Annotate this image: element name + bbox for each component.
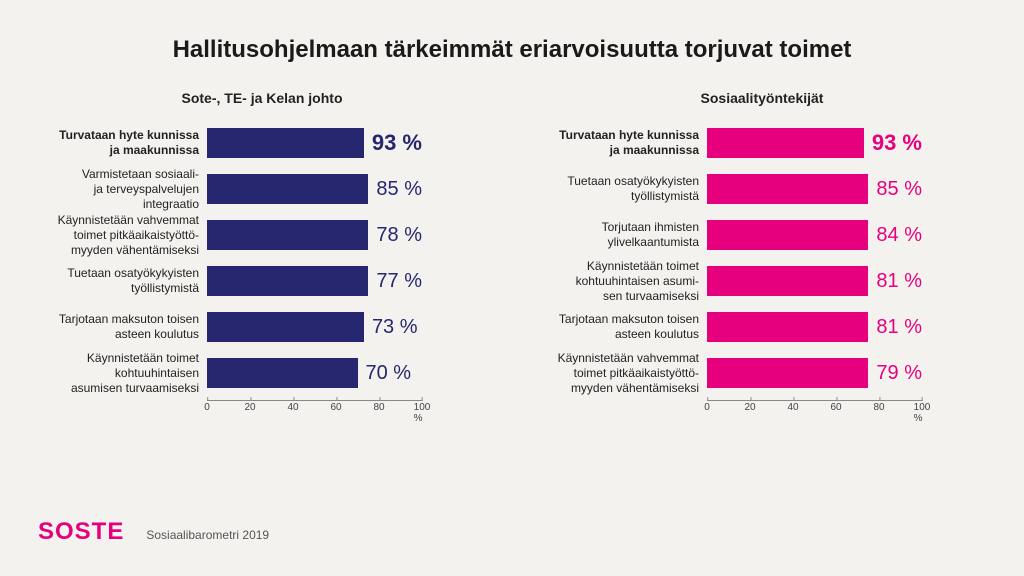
bar-label: Varmistetaan sosiaali-ja terveyspalveluj… [42,167,207,212]
bar [707,128,864,158]
bar-label: Turvataan hyte kunnissaja maakunnissa [42,128,207,158]
bar-label: Tuetaan osatyökykyistentyöllistymistä [42,266,207,296]
bar-value: 85 % [376,178,422,201]
soste-logo: SOSTE [38,518,124,546]
bar-label: Tarjotaan maksuton toisenasteen koulutus [42,312,207,342]
bar [207,220,368,250]
bar-label: Käynnistetään toimetkohtuuhintaisen asum… [542,259,707,304]
bar-value: 78 % [376,224,422,247]
bar [707,358,868,388]
bar-value: 79 % [876,362,922,385]
bar-value: 81 % [876,270,922,293]
bar-row: Varmistetaan sosiaali-ja terveyspalveluj… [42,166,482,212]
bar-area: 70 % [207,350,422,396]
bar [207,174,368,204]
bar-row: Turvataan hyte kunnissaja maakunnissa 93 … [42,120,482,166]
bar-row: Torjutaan ihmistenylivelkaantumista 84 % [542,212,982,258]
bar-row: Käynnistetään vahvemmattoimet pitkäaikai… [42,212,482,258]
bar-area: 78 % [207,212,422,258]
bar-value: 81 % [876,316,922,339]
bar [207,358,358,388]
bar-value: 77 % [376,270,422,293]
bar-row: Tarjotaan maksuton toisenasteen koulutus… [42,304,482,350]
bar-value: 73 % [372,316,418,339]
axis-tick: 100 % [914,397,931,424]
axis-tick: 60 [830,397,841,413]
bar-label: Käynnistetään vahvemmattoimet pitkäaikai… [542,351,707,396]
bar [707,220,868,250]
bar-row: Tuetaan osatyökykyistentyöllistymistä 77 … [42,258,482,304]
bar-value: 84 % [876,224,922,247]
bar-area: 93 % [207,120,422,166]
bar-row: Tuetaan osatyökykyistentyöllistymistä 85 … [542,166,982,212]
page-title: Hallitusohjelmaan tärkeimmät eriarvoisuu… [0,0,1024,64]
chart-1: Sosiaalityöntekijät Turvataan hyte kunnis… [542,90,982,420]
bar [207,266,368,296]
bar [707,266,868,296]
bar-value: 85 % [876,178,922,201]
footer-text: Sosiaalibarometri 2019 [146,528,269,542]
axis-tick: 100 % [414,397,431,424]
axis-tick: 80 [373,397,384,413]
charts-container: Sote-, TE- ja Kelan johto Turvataan hyte … [0,90,1024,420]
bar-area: 81 % [707,304,922,350]
bar-label: Käynnistetään vahvemmattoimet pitkäaikai… [42,213,207,258]
axis-tick: 0 [704,397,710,413]
bar-area: 85 % [207,166,422,212]
bar-value: 93 % [872,130,922,156]
bar-value: 93 % [372,130,422,156]
bar-label: Tarjotaan maksuton toisenasteen koulutus [542,312,707,342]
bar-row: Käynnistetään toimetkohtuuhintaisen asum… [542,258,982,304]
chart-subtitle: Sosiaalityöntekijät [542,90,982,106]
x-axis: 020406080100 % [542,400,982,420]
bar [207,312,364,342]
footer: SOSTE Sosiaalibarometri 2019 [38,518,269,546]
bar-label: Turvataan hyte kunnissaja maakunnissa [542,128,707,158]
bar-row: Käynnistetään vahvemmattoimet pitkäaikai… [542,350,982,396]
axis-tick: 20 [744,397,755,413]
bar-row: Tarjotaan maksuton toisenasteen koulutus… [542,304,982,350]
bar-area: 93 % [707,120,922,166]
chart-subtitle: Sote-, TE- ja Kelan johto [42,90,482,106]
bar [207,128,364,158]
bar-area: 73 % [207,304,422,350]
axis-tick: 0 [204,397,210,413]
bar-area: 77 % [207,258,422,304]
bar-label: Torjutaan ihmistenylivelkaantumista [542,220,707,250]
bar [707,174,868,204]
axis-tick: 60 [330,397,341,413]
axis-tick: 80 [873,397,884,413]
axis-tick: 20 [244,397,255,413]
axis-tick: 40 [287,397,298,413]
bar-area: 85 % [707,166,922,212]
bar-area: 81 % [707,258,922,304]
bar-value: 70 % [366,362,412,385]
x-axis: 020406080100 % [42,400,482,420]
bar-area: 84 % [707,212,922,258]
bar-area: 79 % [707,350,922,396]
bar-row: Turvataan hyte kunnissaja maakunnissa 93 … [542,120,982,166]
bar-label: Käynnistetään toimetkohtuuhintaisenasumi… [42,351,207,396]
chart-0: Sote-, TE- ja Kelan johto Turvataan hyte … [42,90,482,420]
bar-label: Tuetaan osatyökykyistentyöllistymistä [542,174,707,204]
bar-row: Käynnistetään toimetkohtuuhintaisenasumi… [42,350,482,396]
axis-tick: 40 [787,397,798,413]
bar [707,312,868,342]
